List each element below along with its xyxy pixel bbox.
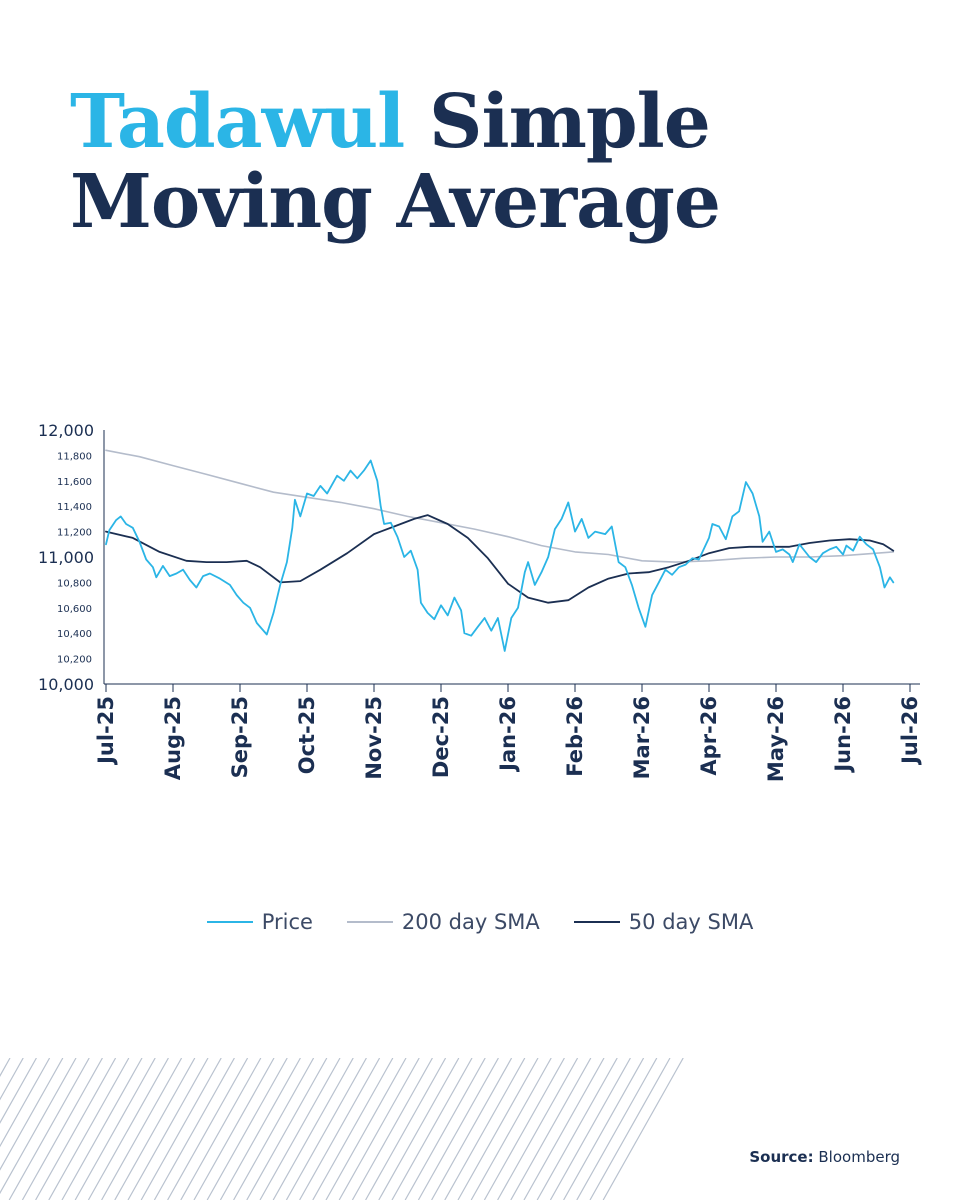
legend-swatch-sma200 bbox=[346, 921, 393, 923]
hatch-line bbox=[338, 1058, 420, 1200]
hatch-line bbox=[431, 1058, 513, 1200]
x-tick-label: Feb-26 bbox=[563, 696, 587, 777]
x-tick-label: Nov-25 bbox=[362, 696, 386, 780]
hatch-line bbox=[510, 1058, 592, 1200]
hatch-line bbox=[444, 1058, 526, 1200]
legend-label-price: Price bbox=[261, 910, 313, 934]
hatch-line bbox=[153, 1058, 235, 1200]
y-tick-label-minor: 10,600 bbox=[57, 604, 92, 615]
hatch-line bbox=[470, 1058, 552, 1200]
hatch-line bbox=[0, 1058, 64, 1171]
hatch-line bbox=[523, 1058, 605, 1200]
hatch-line bbox=[246, 1058, 328, 1200]
x-tick-label: Dec-25 bbox=[429, 696, 453, 778]
hatch-line bbox=[299, 1058, 381, 1200]
x-tick-label: Mar-26 bbox=[630, 696, 654, 779]
source-value: Bloomberg bbox=[818, 1148, 900, 1166]
hatch-line bbox=[457, 1058, 539, 1200]
hatch-line bbox=[101, 1058, 183, 1200]
hatch-line bbox=[87, 1058, 169, 1200]
hatch-line bbox=[114, 1058, 196, 1200]
x-tick-label: Apr-26 bbox=[697, 696, 721, 776]
legend-label-sma50: 50 day SMA bbox=[628, 910, 754, 934]
axes: 12,000 11,000 10,000 11,800 11,600 11,400 11,2… bbox=[38, 421, 922, 782]
hatch-line bbox=[325, 1058, 407, 1200]
y-tick-label-minor: 11,400 bbox=[57, 502, 92, 513]
hatch-line bbox=[365, 1058, 447, 1200]
hatch-line bbox=[8, 1058, 90, 1200]
hatch-line bbox=[549, 1058, 631, 1200]
y-tick-label: 10,000 bbox=[38, 675, 94, 694]
hatch-line bbox=[0, 1058, 77, 1195]
hatch-line bbox=[61, 1058, 143, 1200]
decorative-hatch-pattern bbox=[0, 1058, 684, 1200]
x-tick-label: Jan-26 bbox=[496, 696, 520, 773]
hatch-line bbox=[0, 1058, 51, 1148]
y-tick-label-minor: 10,800 bbox=[57, 578, 92, 589]
hatch-line bbox=[312, 1058, 394, 1200]
hatch-line bbox=[285, 1058, 367, 1200]
hatch-line bbox=[563, 1058, 645, 1200]
hatch-line bbox=[0, 1058, 24, 1101]
x-tick-label: Oct-25 bbox=[295, 696, 319, 774]
hatch-line bbox=[391, 1058, 473, 1200]
series-layer bbox=[105, 449, 895, 652]
legend-item-sma200: 200 day SMA bbox=[346, 910, 540, 934]
hatch-line bbox=[576, 1058, 658, 1200]
y-tick-label: 11,000 bbox=[38, 548, 94, 567]
hatch-line bbox=[219, 1058, 301, 1200]
x-tick-label: Jul-26 bbox=[898, 696, 922, 766]
x-tick-label: Jul-25 bbox=[94, 696, 118, 766]
hatch-line bbox=[167, 1058, 249, 1200]
legend: Price 200 day SMA 50 day SMA bbox=[0, 910, 960, 934]
hatch-line bbox=[180, 1058, 262, 1200]
hatch-line bbox=[193, 1058, 275, 1200]
y-tick-label-minor: 11,600 bbox=[57, 477, 92, 488]
hatch-line bbox=[259, 1058, 341, 1200]
y-tick-label: 12,000 bbox=[38, 421, 94, 440]
title-line2: Moving Average bbox=[70, 159, 721, 245]
hatch-line bbox=[74, 1058, 156, 1200]
x-tick-label: Sep-25 bbox=[228, 696, 252, 778]
hatch-line bbox=[127, 1058, 209, 1200]
hatch-line bbox=[35, 1058, 117, 1200]
legend-swatch-sma50 bbox=[573, 921, 620, 923]
y-tick-label-minor: 11,200 bbox=[57, 528, 92, 539]
x-tick-label: May-26 bbox=[764, 696, 788, 782]
hatch-line bbox=[497, 1058, 579, 1200]
y-tick-label-minor: 10,400 bbox=[57, 629, 92, 640]
series-line-200-day-sma bbox=[105, 449, 895, 563]
page-title: Tadawul Simple Moving Average bbox=[70, 79, 721, 245]
hatch-line bbox=[233, 1058, 315, 1200]
hatch-line bbox=[536, 1058, 618, 1200]
hatch-line bbox=[589, 1058, 671, 1200]
legend-item-price: Price bbox=[206, 910, 313, 934]
legend-label-sma200: 200 day SMA bbox=[401, 910, 540, 934]
hatch-line bbox=[351, 1058, 433, 1200]
series-line-price bbox=[105, 459, 895, 652]
title-line1-rest: Simple bbox=[429, 79, 711, 165]
y-tick-label-minor: 10,200 bbox=[57, 655, 92, 666]
x-tick-label: Jun-26 bbox=[831, 696, 855, 774]
hatch-line bbox=[417, 1058, 499, 1200]
hatch-line bbox=[48, 1058, 130, 1200]
hatch-line bbox=[483, 1058, 565, 1200]
legend-swatch-price bbox=[206, 921, 253, 923]
hatch-line bbox=[21, 1058, 103, 1200]
chart: 12,000 11,000 10,000 11,800 11,600 11,400 11,2… bbox=[38, 421, 922, 782]
hatch-line bbox=[140, 1058, 222, 1200]
legend-item-sma50: 50 day SMA bbox=[573, 910, 754, 934]
source-note: Source: Bloomberg bbox=[749, 1148, 900, 1166]
hatch-line bbox=[404, 1058, 486, 1200]
hatch-line bbox=[0, 1058, 37, 1124]
title-accent: Tadawul bbox=[70, 79, 405, 165]
x-tick-label: Aug-25 bbox=[161, 696, 185, 780]
source-label: Source: bbox=[749, 1148, 814, 1166]
hatch-line bbox=[272, 1058, 354, 1200]
series-line-50-day-sma bbox=[105, 514, 895, 604]
hatch-line bbox=[378, 1058, 460, 1200]
hatch-line bbox=[206, 1058, 288, 1200]
hatch-line bbox=[602, 1058, 684, 1200]
y-tick-label-minor: 11,800 bbox=[57, 451, 92, 462]
